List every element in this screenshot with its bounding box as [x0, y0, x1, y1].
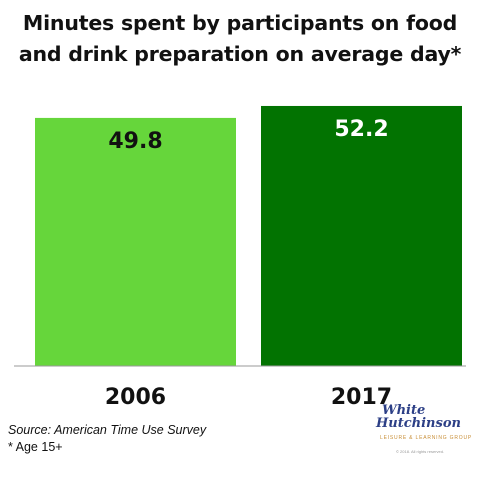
logo-line-1: White	[382, 403, 426, 418]
labels-group: 49.8 2006 52.2 2017	[105, 117, 392, 410]
logo-tagline: LEISURE & LEARNING GROUP	[380, 435, 472, 441]
footnote: Source: American Time Use Survey * Age 1…	[8, 422, 206, 456]
data-label-2006: 49.8	[108, 129, 162, 154]
data-label-2017: 52.2	[334, 117, 388, 142]
logo-line-2: Hutchinson	[376, 416, 461, 431]
age-note: * Age 15+	[8, 440, 63, 454]
category-label-2017: 2017	[331, 385, 392, 410]
bar-2017	[261, 105, 462, 366]
source-note: Source: American Time Use Survey	[8, 423, 207, 437]
chart-title-line-1: Minutes spent by participants on food	[22, 11, 458, 35]
bars-group	[35, 105, 462, 366]
chart-title: Minutes spent by participants on food an…	[0, 8, 480, 70]
logo-copyright: © 2018. All rights reserved.	[396, 449, 445, 454]
bar-2006	[35, 117, 236, 366]
chart-title-line-2: and drink preparation on average day*	[18, 42, 462, 66]
category-label-2006: 2006	[105, 385, 166, 410]
white-hutchinson-logo: White Hutchinson LEISURE & LEARNING GROU…	[372, 403, 472, 462]
